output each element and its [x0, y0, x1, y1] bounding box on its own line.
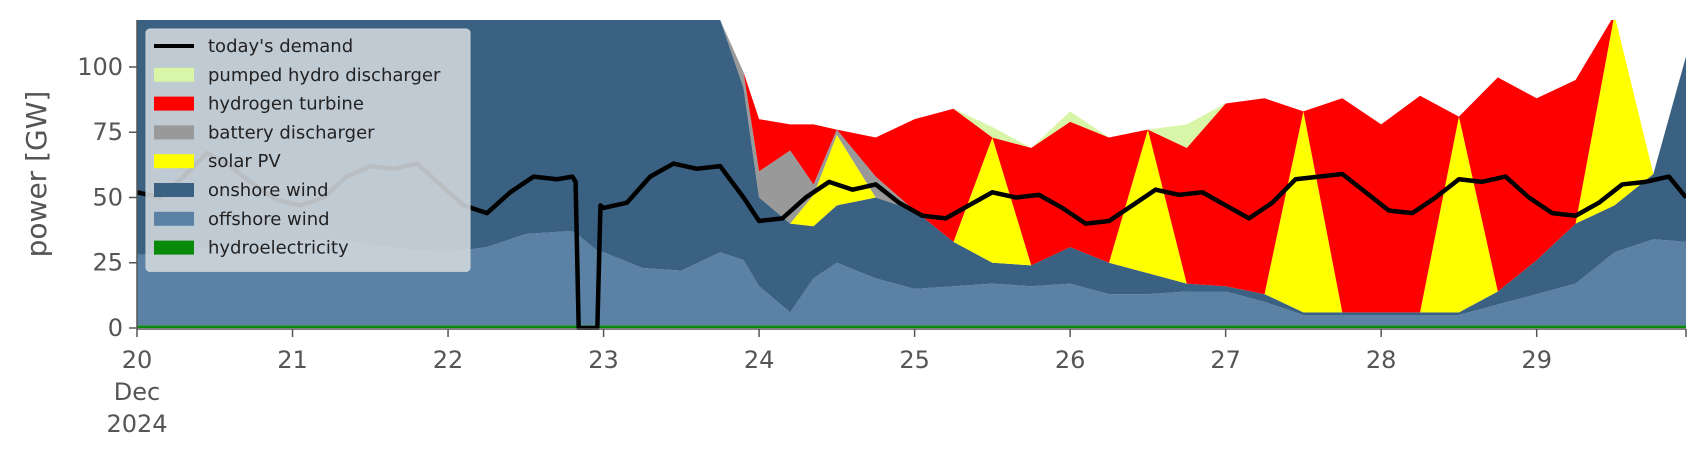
- legend-label-offshore-wind: offshore wind: [208, 209, 330, 230]
- legend-swatch-hydrogen-turbine: [154, 96, 194, 111]
- x-tick-label: 25: [899, 346, 930, 374]
- x-tick-sublabel-year: 2024: [106, 410, 167, 438]
- legend-box: [145, 28, 471, 272]
- x-tick-label: 21: [277, 346, 308, 374]
- y-tick-label: 100: [77, 53, 123, 81]
- legend-label-pumped-hydro-discharger: pumped hydro discharger: [208, 65, 441, 86]
- legend: today's demand pumped hydro discharger hyd…: [145, 28, 471, 272]
- y-tick-label: 50: [92, 183, 123, 211]
- legend-label-battery-discharger: battery discharger: [208, 122, 375, 143]
- x-tick-sublabel-month: Dec: [114, 378, 160, 406]
- y-ticks-group: 0 25 50 75 100: [77, 53, 137, 342]
- x-tick-label: 23: [588, 346, 619, 374]
- y-tick-label: 0: [108, 314, 123, 342]
- legend-swatch-pumped-hydro-discharger: [154, 67, 194, 82]
- y-axis-title: power [GW]: [20, 91, 53, 258]
- legend-label-onshore-wind: onshore wind: [208, 180, 329, 201]
- legend-label-hydroelectricity: hydroelectricity: [208, 238, 349, 259]
- x-tick-label: 22: [433, 346, 464, 374]
- legend-label-solar-pv: solar PV: [208, 151, 281, 172]
- area-onshore-wind: [137, 20, 1686, 315]
- axes-group: [136, 20, 1686, 330]
- legend-label-today-s-demand: today's demand: [208, 36, 353, 57]
- y-tick-label: 75: [92, 118, 123, 146]
- area-solar-pv: [137, 20, 1686, 313]
- legend-swatch-offshore-wind: [154, 211, 194, 226]
- x-tick-label: 29: [1521, 346, 1552, 374]
- x-tick-label: 28: [1366, 346, 1397, 374]
- x-tick-label: 26: [1055, 346, 1086, 374]
- area-offshore-wind: [137, 231, 1686, 326]
- x-tick-label: 24: [744, 346, 775, 374]
- legend-swatch-hydroelectricity: [154, 240, 194, 255]
- x-ticks-group: 20 Dec 2024 21 22 23 24 25 26 27 28 29: [106, 329, 1687, 438]
- y-tick-label: 25: [92, 249, 123, 277]
- legend-swatch-battery-discharger: [154, 125, 194, 140]
- x-tick-label: 27: [1210, 346, 1241, 374]
- legend-swatch-onshore-wind: [154, 183, 194, 197]
- legend-swatch-solar-pv: [154, 154, 194, 169]
- legend-label-hydrogen-turbine: hydrogen turbine: [208, 94, 364, 115]
- area-hydrogen-turbine: [137, 20, 1686, 313]
- x-tick-label: 20: [122, 346, 153, 374]
- stacked-area-group: [137, 20, 1686, 328]
- area-hydroelectricity: [137, 325, 1686, 328]
